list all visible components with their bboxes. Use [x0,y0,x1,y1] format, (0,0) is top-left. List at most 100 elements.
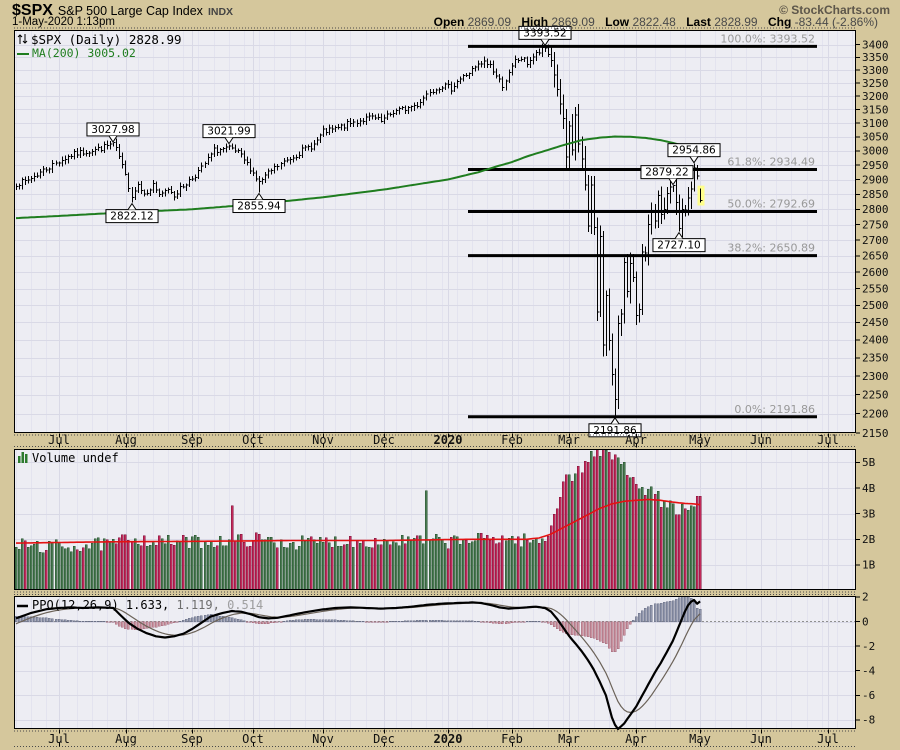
ppo-legend: PPO(12,26,9) 1.633, 1.119, 0.514 [17,598,263,613]
price-annotations: 3027.98 2822.12 3021.99 2855.94 3393.52 2191.… [86,25,721,438]
chart-datetime: 1-May-2020 1:13pm [12,16,115,28]
month-label: Feb [501,433,523,447]
month-label: Nov [312,433,334,447]
low-value: 2822.48 [632,15,676,29]
annotation-text: 2954.86 [672,145,716,157]
axis-tick-label: 3300 [862,64,889,77]
header-row-1: $SPX S&P 500 Large Cap Index INDX [12,2,892,19]
axis-tick-label: 2800 [862,203,889,216]
axis-tick-rows [14,27,856,748]
annotation-text: 3027.98 [91,124,134,136]
fibonacci-levels: 100.0%: 3393.52 61.8%: 2934.49 50.0%: 2792… [468,32,817,419]
axis-tick-label: 3050 [862,131,889,144]
symbol-name: S&P 500 Large Cap Index [57,4,203,18]
axis-tick-label: 5B [862,456,876,469]
month-label: Sep [181,433,203,447]
symbol-exchange: INDX [207,6,234,18]
month-label: Jul [817,433,839,447]
axis-tick-label: 2 [862,591,869,604]
month-label: May [689,433,711,447]
price-legend: $SPX (Daily) 2828.99 [17,32,182,48]
annotation-pointer [254,192,264,200]
annotation-text: 3021.99 [207,126,250,138]
month-label: Aug [115,433,137,447]
month-label: Oct [242,732,264,746]
annotation-pointer [108,135,118,143]
axis-tick-label: 2850 [862,188,889,201]
month-label: Mar [558,433,580,447]
axis-tick-label: 2300 [862,370,889,383]
month-label: Jun [750,732,772,746]
axis-tick-label: 2750 [862,218,889,231]
price-style-arrows-icon [17,33,28,48]
axis-labels: 2150 2200 2250 2300 2350 2400 2450 2500 2550 2600… [856,39,889,727]
month-label: Jun [750,433,772,447]
fib-label: 0.0%: 2191.86 [734,403,815,416]
chg-label: Chg [767,15,792,29]
volume-legend: Volume undef [17,451,119,466]
axis-tick-label: 2550 [862,282,889,295]
annotation-pointer [668,178,678,186]
high-label: High [521,15,549,29]
axis-tick-label: 2150 [862,427,889,440]
symbol: $SPX [12,2,53,19]
annotation-text: 3393.52 [523,27,566,39]
annotation-box [640,165,694,180]
fib-label: 100.0%: 3393.52 [720,32,815,45]
axis-tick-label: -2 [862,640,875,653]
axis-tick-label: 3150 [862,103,889,116]
axis-tick-label: 3100 [862,117,889,130]
ma-line-swatch-icon [17,47,29,61]
fib-label: 38.2%: 2650.89 [727,242,815,255]
annotation-text: 2727.10 [657,240,700,252]
axis-tick-label: 2950 [862,159,889,172]
last-label: Last [686,15,711,29]
annotation-text: 2191.86 [593,425,637,437]
axis-tick-label: 3B [862,507,876,520]
axis-tick-label: -8 [862,714,875,727]
axis-tick-label: -6 [862,689,875,702]
volume-ma-line [16,498,701,544]
month-label: Aug [115,732,137,746]
month-label: Oct [242,433,264,447]
month-label: Jul [48,732,70,746]
month-label: Sep [181,732,203,746]
month-label: Jul [48,433,70,447]
axis-tick-label: 2700 [862,234,889,247]
low-label: Low [605,15,630,29]
annotation-pointer [224,137,234,145]
month-label: Jul [817,732,839,746]
ma200-legend: MA(200) 3005.02 [17,46,136,61]
ppo-legend-label: PPO(12,26,9) 1.633, [32,598,170,612]
axis-tick-label: 0 [862,615,869,628]
month-label: Apr [625,433,647,447]
ppo-line-swatch-icon [17,599,29,613]
open-value: 2869.09 [467,15,512,29]
axis-tick-label: 2650 [862,250,889,263]
month-label: Feb [501,732,523,746]
price-legend-label: $SPX (Daily) 2828.99 [31,32,182,47]
annotation-text: 2855.94 [237,201,281,213]
price-bars [16,43,703,417]
axis-tick-label: 3400 [862,39,889,52]
month-label: Nov [312,732,334,746]
axis-tick-label: 2250 [862,388,889,401]
axis-tick-label: 2350 [862,352,889,365]
ppo-histogram [14,596,702,652]
month-label: 2020 [434,732,463,746]
stockcharts-credit: © StockCharts.com [779,3,890,17]
axis-tick-label: 2400 [862,334,889,347]
month-label: May [689,732,711,746]
axis-tick-label: 3250 [862,77,889,90]
fib-label: 50.0%: 2792.69 [727,198,815,211]
axis-tick-label: 2500 [862,299,889,312]
volume-bars [14,449,702,590]
annotation-box [518,25,572,40]
annotation-pointer [540,39,550,47]
annotation-pointer [127,202,137,210]
month-label: 2020 [434,433,463,447]
open-label: Open [433,15,465,29]
ppo-hist-value: 0.514 [219,598,264,612]
